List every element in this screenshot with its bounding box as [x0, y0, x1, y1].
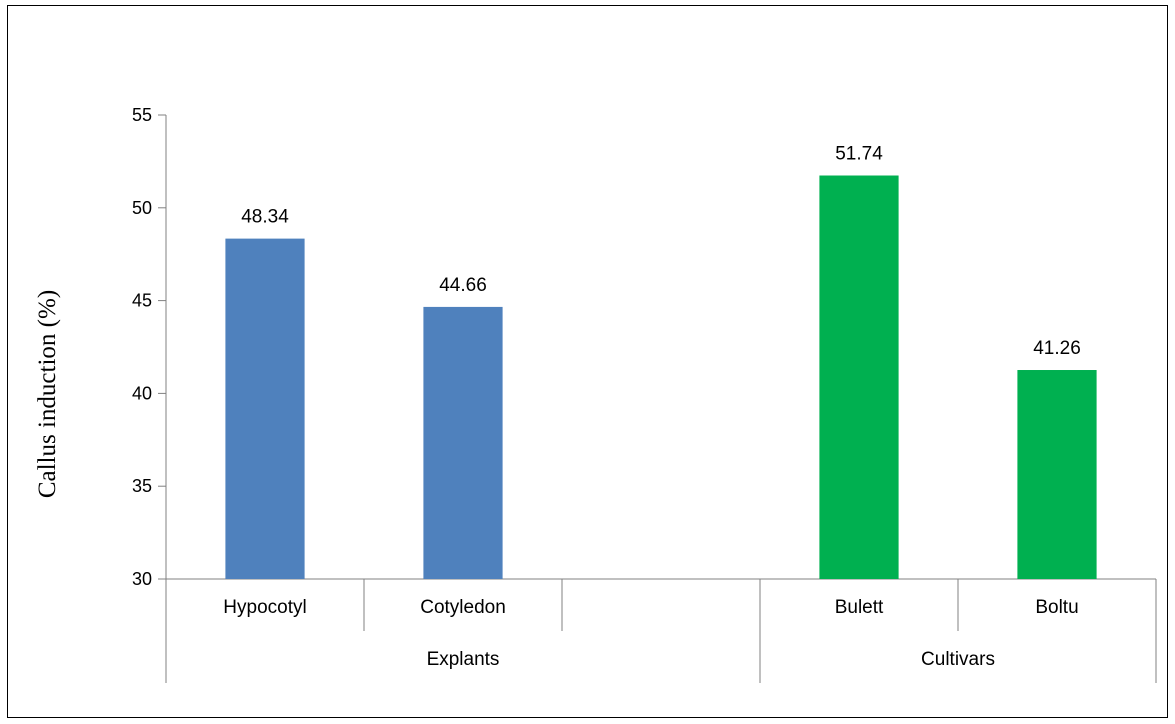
x-group-label: Explants: [427, 649, 500, 670]
y-tick-label: 45: [132, 291, 152, 311]
x-category-label: Hypocotyl: [223, 597, 306, 618]
x-category-label: Bulett: [835, 597, 884, 618]
bar: [819, 175, 899, 579]
chart-frame: [7, 5, 1168, 718]
x-category-label: Boltu: [1035, 597, 1078, 618]
bar: [225, 238, 305, 579]
axis-layer: [158, 114, 1157, 683]
x-category-label: Cotyledon: [420, 597, 506, 618]
bar-layer: [225, 175, 1097, 579]
data-label: 48.34: [241, 207, 289, 228]
text-layer: 30 35 40 45 50 55 48.34 Hypocotyl 44.66 Cotyledon…: [132, 105, 1081, 670]
data-label: 44.66: [439, 275, 487, 296]
y-tick-label: 55: [132, 105, 152, 125]
y-axis-label: Callus induction (%): [34, 290, 61, 498]
data-label: 51.74: [835, 144, 883, 165]
bar: [1017, 370, 1097, 579]
y-tick-label: 30: [132, 569, 152, 589]
bar: [423, 306, 503, 579]
data-label: 41.26: [1033, 338, 1081, 359]
y-tick-label: 40: [132, 383, 152, 403]
x-group-label: Cultivars: [921, 649, 995, 670]
y-tick-label: 50: [132, 198, 152, 218]
y-tick-label: 35: [132, 476, 152, 496]
